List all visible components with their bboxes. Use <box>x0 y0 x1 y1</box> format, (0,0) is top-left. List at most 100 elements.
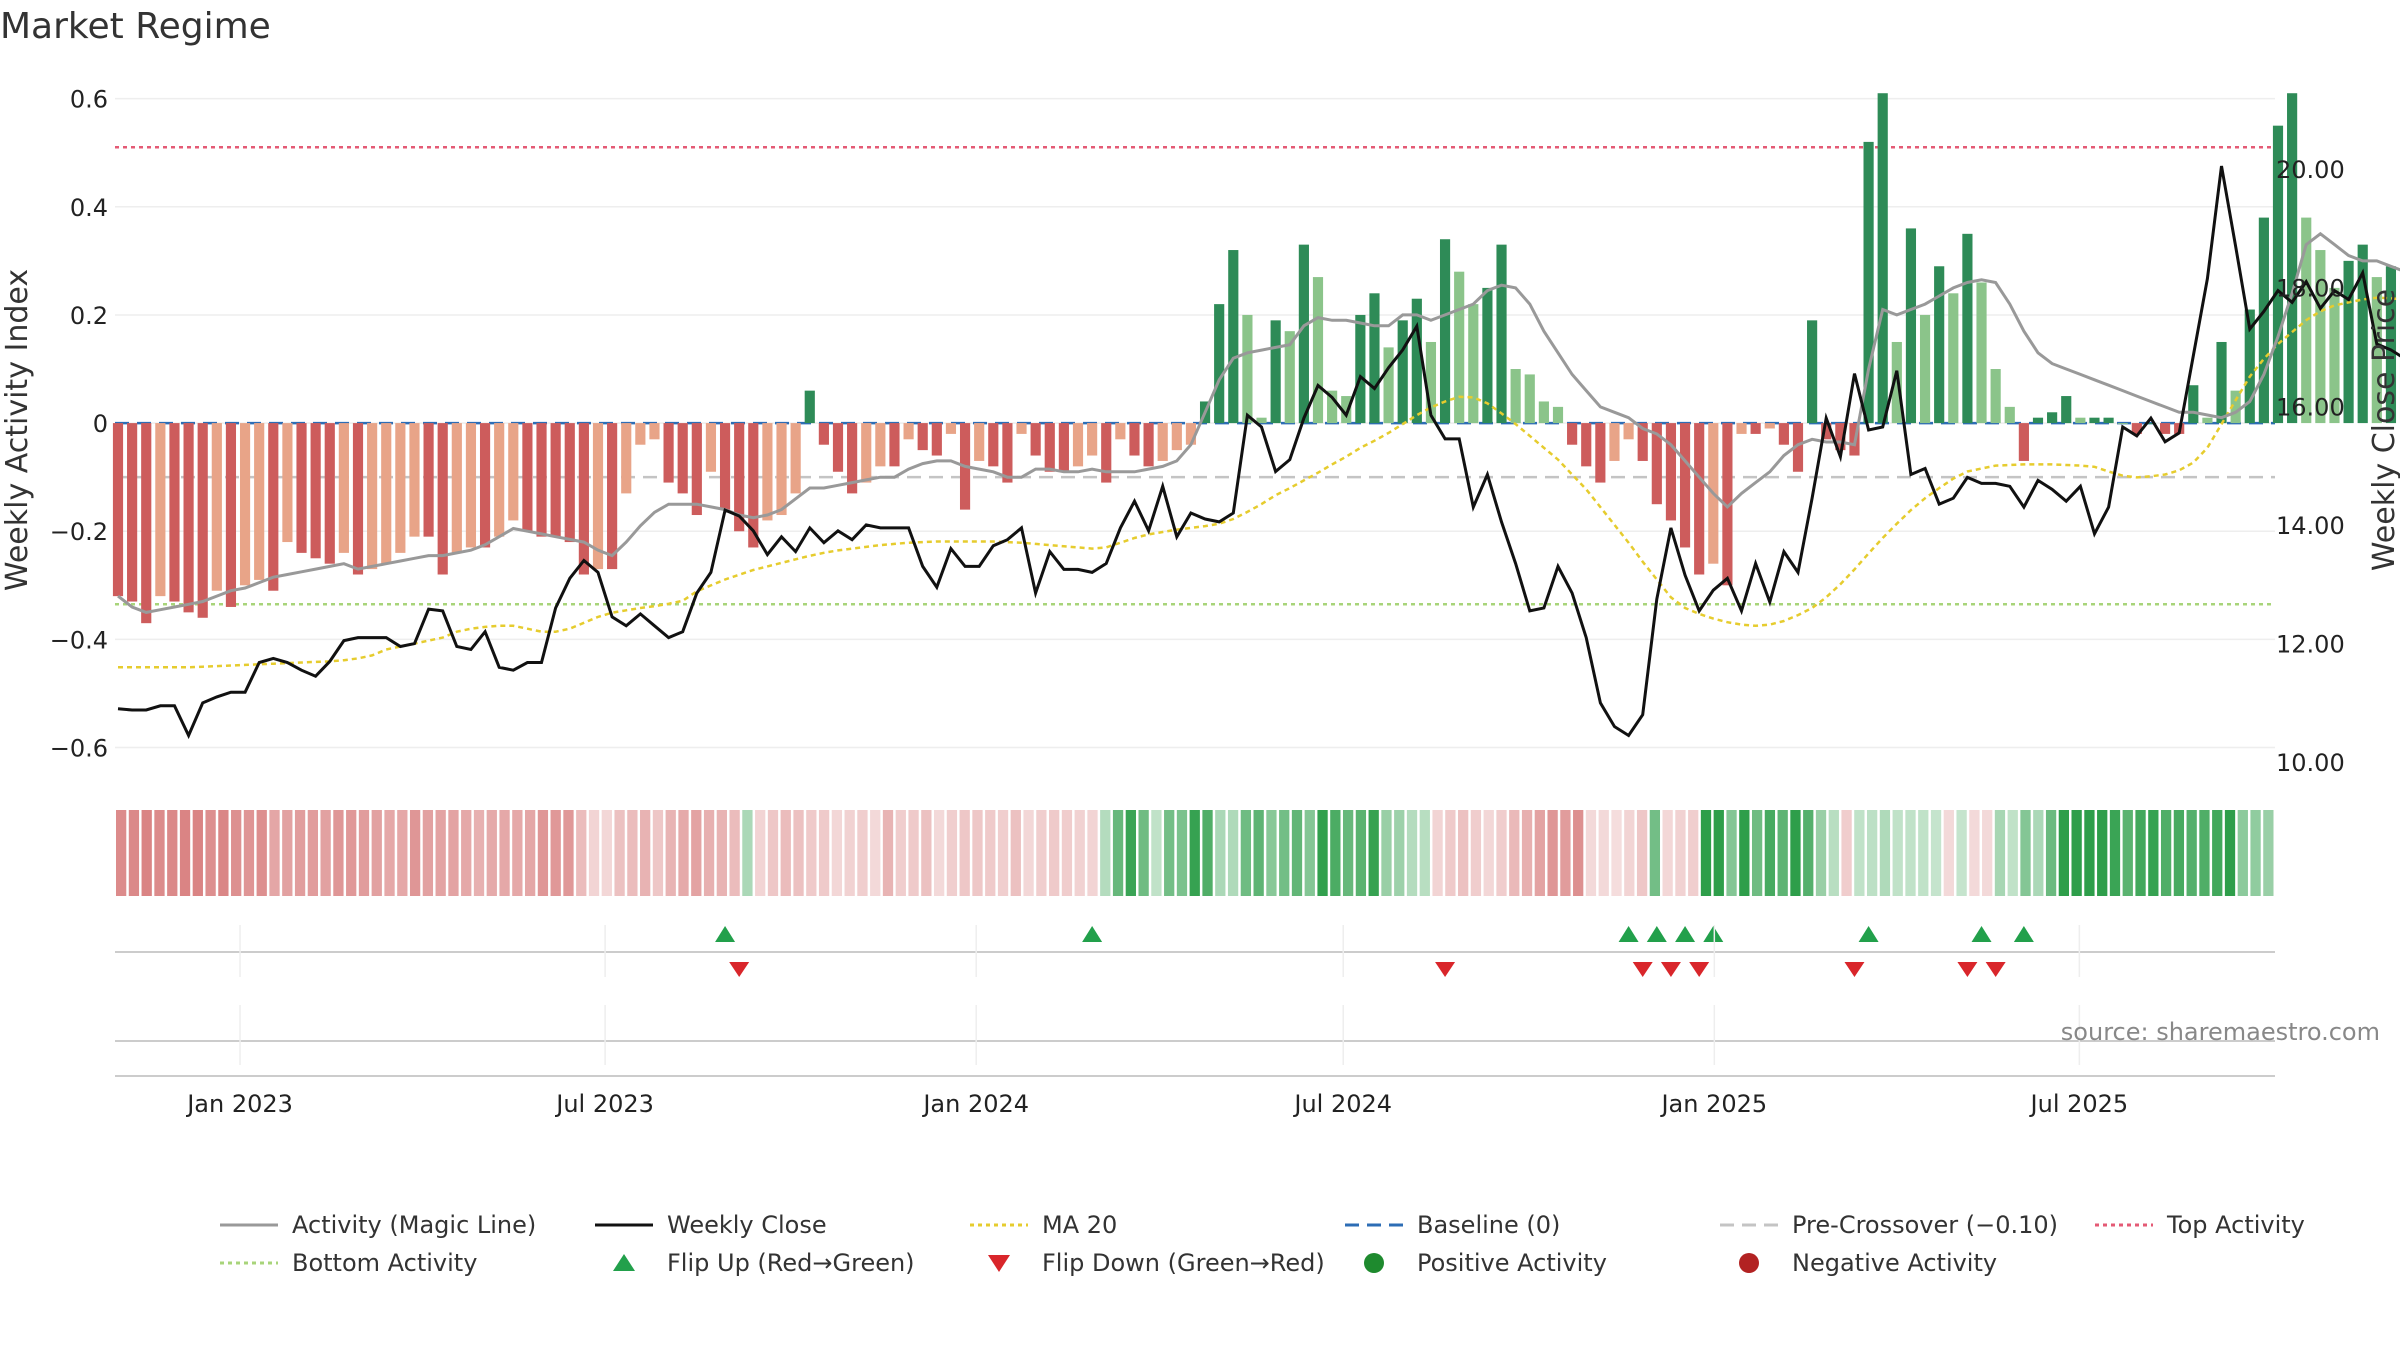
regime-cell <box>2033 810 2044 896</box>
weekly-close-line <box>117 165 2400 740</box>
regime-cell <box>1049 810 1060 896</box>
regime-cell <box>921 810 932 896</box>
activity-bar <box>1270 320 1281 424</box>
regime-cell <box>2237 810 2248 896</box>
activity-bar <box>1792 423 1804 472</box>
activity-bar <box>2371 277 2382 424</box>
regime-cell <box>1087 810 1098 896</box>
regime-cell <box>1189 810 1200 896</box>
activity-bar <box>762 423 773 521</box>
regime-cell <box>2007 810 2018 896</box>
activity-bar <box>1934 266 1945 424</box>
flip-down-marker <box>1957 962 1978 977</box>
regime-cell <box>806 810 817 896</box>
activity-bar <box>2272 125 2284 424</box>
regime-cell <box>1317 810 1328 896</box>
activity-bar <box>1425 341 1437 424</box>
x-tick-label: Jul 2024 <box>1292 1090 1392 1118</box>
regime-cell <box>2173 810 2185 896</box>
activity-bar <box>127 423 138 602</box>
activity-bar <box>1510 369 1521 424</box>
regime-cell <box>1470 810 1482 896</box>
regime-cell <box>1751 810 1763 896</box>
regime-cell <box>997 810 1009 896</box>
activity-bar <box>2061 396 2072 424</box>
activity-bar <box>564 423 575 543</box>
regime-cell <box>1777 810 1788 896</box>
legend-label: Bottom Activity <box>292 1249 477 1277</box>
regime-cell <box>793 810 804 896</box>
activity-bar <box>1905 228 1917 424</box>
activity-bar <box>2315 250 2326 424</box>
legend: Activity (Magic Line) Weekly Close MA 20 Ba… <box>220 1211 2305 1277</box>
activity-bar <box>1468 304 1479 424</box>
regime-cell <box>409 810 421 896</box>
regime-cell <box>640 810 651 896</box>
activity-bar <box>1439 239 1451 424</box>
regime-cell <box>1573 810 1584 896</box>
regime-cell <box>1483 810 1494 896</box>
activity-bar <box>2216 341 2227 424</box>
activity-bar <box>211 423 222 591</box>
regime-cell <box>307 810 318 896</box>
activity-bar <box>945 423 957 434</box>
activity-bar <box>423 423 434 537</box>
regime-cell <box>1803 810 1814 896</box>
flip-down-marker <box>1689 962 1710 977</box>
regime-cell <box>1291 810 1303 896</box>
activity-bar <box>861 423 872 483</box>
regime-cell <box>780 810 791 896</box>
activity-bar <box>352 423 364 575</box>
x-tick-label: Jan 2025 <box>1659 1090 1767 1118</box>
activity-bar <box>1044 423 1055 472</box>
activity-bar <box>832 423 844 472</box>
activity-bar <box>1679 423 1691 548</box>
activity-bar <box>974 423 985 461</box>
activity-bar <box>1002 423 1013 483</box>
flip-up-marker <box>1618 926 1639 942</box>
activity-bar <box>1256 417 1267 424</box>
regime-cell <box>1930 810 1942 896</box>
regime-cell <box>1994 810 2006 896</box>
legend-label: Weekly Close <box>667 1211 827 1239</box>
regime-cell <box>141 810 152 896</box>
regime-cell <box>563 810 574 896</box>
regime-cell <box>1215 810 1226 896</box>
legend-swatch-dot <box>1364 1253 1384 1273</box>
regime-cell <box>614 810 625 896</box>
x-tick-label: Jan 2023 <box>185 1090 293 1118</box>
regime-cell <box>1649 810 1661 896</box>
regime-cell <box>1892 810 1903 896</box>
right-tick-label: 10.00 <box>2276 749 2345 777</box>
activity-bar <box>719 423 731 510</box>
series-lines <box>117 165 2400 740</box>
activity-bar <box>550 423 561 537</box>
activity-bar <box>536 423 547 537</box>
activity-bar <box>338 423 349 553</box>
left-tick-label: −0.4 <box>50 626 108 654</box>
legend-label: Top Activity <box>2166 1211 2305 1239</box>
regime-cell <box>346 810 357 896</box>
regime-cell <box>1764 810 1776 896</box>
regime-cell <box>435 810 446 896</box>
regime-cell <box>959 810 970 896</box>
activity-bar <box>1891 341 1902 424</box>
legend-label: Flip Up (Red→Green) <box>667 1249 915 1277</box>
regime-cell <box>1700 810 1712 896</box>
regime-cell <box>499 810 510 896</box>
activity-bar <box>381 423 392 564</box>
activity-bar <box>1171 423 1182 451</box>
regime-cell <box>116 810 127 896</box>
activity-bar <box>1298 244 1309 424</box>
regime-cell <box>1445 810 1456 896</box>
activity-bar <box>1581 423 1592 467</box>
activity-bar <box>790 423 801 494</box>
regime-cell <box>1815 810 1827 896</box>
activity-bar <box>1454 271 1465 424</box>
activity-bar <box>508 423 519 521</box>
regime-cell <box>1355 810 1367 896</box>
regime-cell <box>1918 810 1929 896</box>
regime-cell <box>1394 810 1405 896</box>
legend-label: Pre-Crossover (−0.10) <box>1792 1211 2058 1239</box>
regime-cell <box>1023 810 1034 896</box>
